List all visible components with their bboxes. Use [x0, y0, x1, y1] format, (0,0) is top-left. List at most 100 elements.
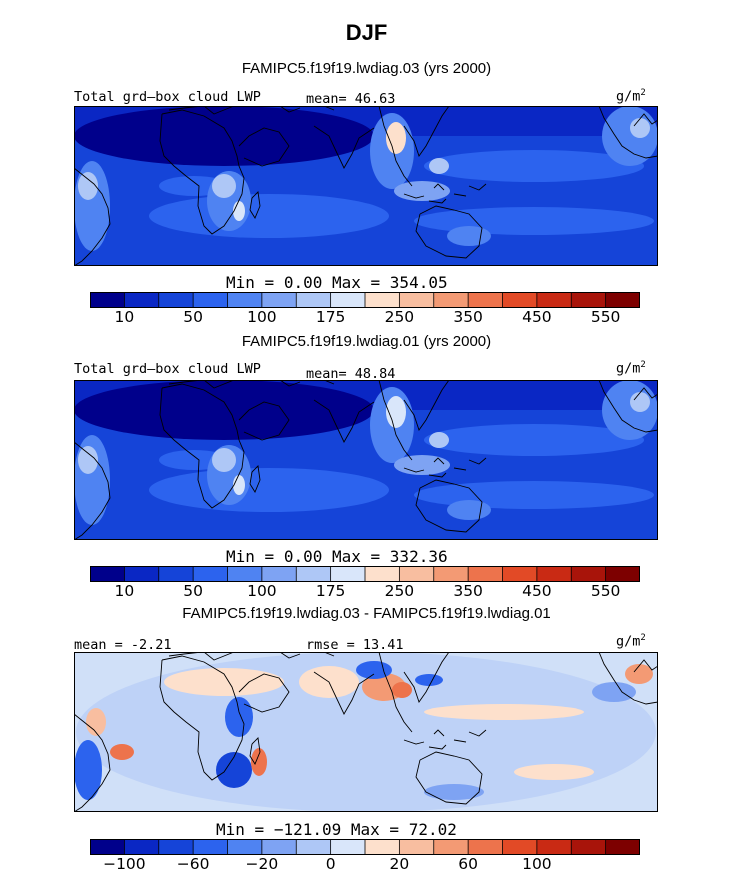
colorbar-border — [90, 839, 640, 855]
pacific-itcz-lwp — [424, 424, 644, 456]
colorbar-swatch — [261, 566, 297, 582]
colorbar-tick-label: 50 — [183, 582, 203, 600]
colorbar-swatch — [227, 292, 263, 308]
south-pacific-lwp — [414, 481, 654, 509]
colorbar-swatch — [433, 566, 469, 582]
colorbar-tick-label: 550 — [590, 582, 621, 600]
coastline-segment — [415, 205, 483, 259]
colorbar-swatch — [193, 566, 228, 582]
coastline-segment — [415, 751, 483, 805]
coastline-segment — [279, 652, 301, 659]
coastlines — [74, 652, 658, 812]
coastline-segment — [453, 193, 467, 197]
colorbar-swatch — [433, 292, 469, 308]
colorbar-swatch — [468, 566, 503, 582]
colorbar-swatch — [158, 839, 194, 855]
south-america-negative — [74, 740, 102, 800]
colorbar-swatch — [296, 292, 331, 308]
colorbar-swatch — [571, 292, 606, 308]
coastline-segment — [428, 744, 447, 750]
colorbar-swatch — [90, 566, 125, 582]
west-africa-positive — [110, 744, 134, 760]
panel-3-min-value: −121.09 — [273, 820, 342, 839]
coastline-segment — [279, 380, 301, 387]
coastline-segment — [403, 467, 425, 473]
amazon-peak — [78, 446, 98, 474]
east-china-peak — [386, 122, 406, 154]
colorbar-swatch — [330, 566, 366, 582]
panel-1-mean-value: 46.63 — [354, 91, 396, 107]
panel-3-rmse-value: 13.41 — [362, 637, 404, 653]
colorbar-tick-label: 100 — [247, 308, 277, 326]
colorbar-tick-label: 50 — [183, 308, 203, 326]
colorbar-swatch — [605, 292, 640, 308]
colorbar-swatch — [536, 292, 572, 308]
coastline-segment — [598, 106, 658, 159]
colorbar-tick-label: −20 — [245, 855, 279, 873]
panel-2-units: g/m2 — [616, 360, 646, 377]
panel-2-units-exp: 2 — [640, 360, 646, 370]
panel-3-min-label: Min = — [216, 820, 265, 839]
central-africa-negative — [225, 697, 253, 737]
coastline-segment — [159, 655, 245, 781]
south-china-sea-lwp — [429, 158, 449, 174]
main-title: DJF — [345, 20, 388, 45]
coastline-segment — [159, 383, 245, 509]
colorbar-swatch — [261, 839, 297, 855]
madagascar-positive — [251, 748, 267, 776]
colorbar-swatch — [124, 839, 160, 855]
colorbar-tick-label: 450 — [522, 582, 552, 600]
south-pacific-lwp — [414, 207, 654, 235]
coastline-segment — [313, 399, 375, 443]
map-frame — [74, 652, 658, 812]
panel-3-rmse: rmse = 13.41 — [306, 637, 404, 653]
coastline-segment — [453, 739, 467, 743]
colorbar-swatch — [502, 566, 538, 582]
colorbar-swatch — [536, 566, 572, 582]
gulf-stream-lwp — [630, 392, 650, 412]
coastline-segment — [74, 441, 111, 540]
coastline-segment — [415, 479, 483, 533]
coastline-segment — [203, 380, 235, 389]
panel-1-units-base: g/m — [616, 88, 641, 105]
coastline-segment — [633, 387, 658, 401]
colorbar-swatch — [365, 292, 400, 308]
map-frame — [74, 380, 658, 540]
colorbar-tick-label: −100 — [103, 855, 146, 873]
south-pacific-positive — [514, 764, 594, 780]
east-china-peak-positive — [392, 682, 412, 698]
colorbar-swatch — [261, 292, 297, 308]
colorbar-swatch — [571, 839, 606, 855]
coastline-segment — [238, 673, 290, 713]
panel-2-variable: Total grd–box cloud LWP — [74, 361, 261, 377]
colorbar-swatch — [433, 839, 469, 855]
panel-3-units-base: g/m — [616, 633, 641, 650]
panel-2-max-label: Max = — [331, 547, 381, 566]
maritime-continent-lwp — [394, 455, 450, 475]
colorbar-swatch — [193, 292, 228, 308]
panel-2-min-value: 0.00 — [283, 547, 323, 566]
panel-2-minmax: Min = 0.00 Max = 332.36 — [226, 547, 448, 566]
coastline-segment — [74, 713, 111, 812]
colorbar-tick-label: 10 — [114, 582, 135, 600]
colorbar-border — [90, 566, 640, 582]
colorbar-swatch — [158, 566, 194, 582]
colorbar-tick-label: 10 — [114, 308, 135, 326]
arabia-low-lwp — [249, 387, 359, 423]
colorbar-swatch — [605, 839, 640, 855]
panel-2-mean: mean= 48.84 — [306, 366, 395, 382]
coastline-segment — [403, 106, 450, 157]
panel-2-min-label: Min = — [226, 547, 275, 566]
colorbar-swatch — [365, 566, 400, 582]
colorbar-swatch — [227, 566, 263, 582]
panel-1-min-value: 0.00 — [283, 273, 323, 292]
panel-2-mean-value: 48.84 — [354, 366, 396, 382]
coastline-segment — [74, 167, 111, 266]
coastline-segment — [279, 106, 301, 113]
colorbar-swatch — [502, 292, 538, 308]
panel-2-title: FAMIPC5.f19f19.lwdiag.01 (yrs 2000) — [241, 333, 492, 350]
maritime-continent-lwp — [394, 181, 450, 201]
colorbar-swatch — [158, 292, 194, 308]
colorbar-swatch — [330, 292, 366, 308]
panel-3-mean: mean = -2.21 — [74, 637, 172, 653]
